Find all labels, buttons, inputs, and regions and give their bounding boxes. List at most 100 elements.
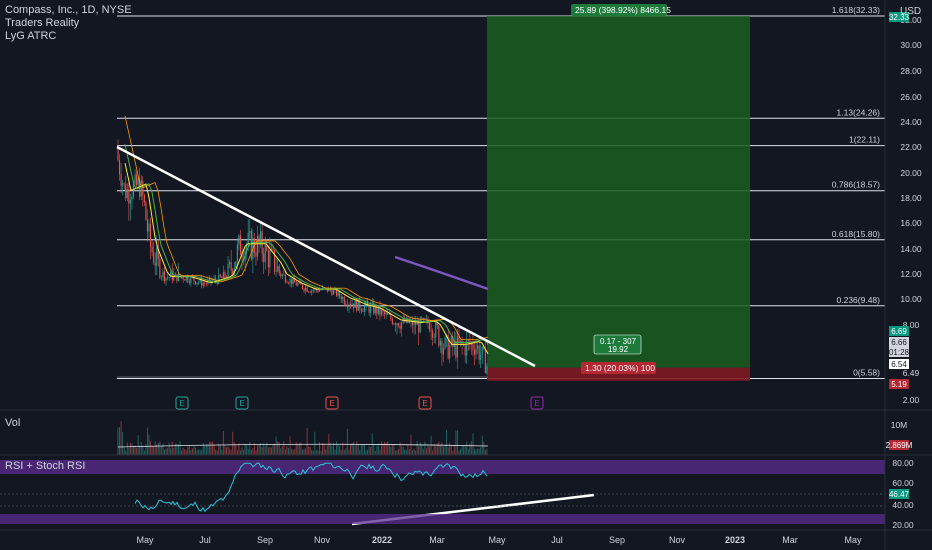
volume-bar xyxy=(314,431,316,455)
candle-body xyxy=(187,276,189,282)
volume-bar xyxy=(415,450,417,455)
volume-tag-box xyxy=(889,440,909,450)
candle-body xyxy=(456,336,458,358)
volume-bar xyxy=(438,441,440,455)
volume-bar xyxy=(289,436,291,455)
volume-bar xyxy=(277,441,279,455)
volume-bar xyxy=(184,449,186,455)
candle-body xyxy=(399,325,401,329)
price-tick: 22.00 xyxy=(900,142,922,152)
volume-bar xyxy=(484,449,486,455)
candle-body xyxy=(380,309,383,315)
candle-body xyxy=(418,321,420,333)
price-tick: 12.00 xyxy=(900,269,922,279)
volume-bar xyxy=(193,445,195,455)
volume-bar xyxy=(274,443,276,455)
candle-body xyxy=(179,274,181,278)
candle-body xyxy=(463,344,465,346)
indicator-traders-reality[interactable]: Traders Reality xyxy=(5,17,80,29)
candle-body xyxy=(436,322,438,326)
candle-body xyxy=(289,278,291,284)
volume-bar xyxy=(329,443,331,455)
symbol-title[interactable]: Compass, Inc., 1D, NYSE xyxy=(5,4,132,16)
volume-bar xyxy=(308,446,310,455)
candle-body xyxy=(396,323,398,326)
earnings-marker-box xyxy=(325,396,339,410)
candle-body xyxy=(303,288,305,291)
volume-bar xyxy=(385,442,387,455)
candle-body xyxy=(165,277,167,282)
candle-body xyxy=(264,244,266,263)
candle-body xyxy=(174,274,176,276)
volume-bar xyxy=(317,450,319,455)
price-tag: 01:28 xyxy=(889,347,910,357)
price-tag-box xyxy=(889,379,909,389)
candle-body xyxy=(287,282,290,284)
candle-body xyxy=(227,263,229,279)
volume-bar xyxy=(396,450,398,455)
volume-bar xyxy=(185,450,187,455)
earnings-marker-box xyxy=(235,396,249,410)
candle-body xyxy=(153,252,155,264)
candle-body xyxy=(419,317,421,333)
volume-bar xyxy=(421,444,423,455)
volume-bar xyxy=(283,441,285,455)
candle-body xyxy=(150,223,152,248)
candle-body xyxy=(349,304,352,306)
volume-bar xyxy=(261,447,263,455)
volume-bar xyxy=(241,447,243,455)
volume-bar xyxy=(382,443,384,455)
rsi-tag-box xyxy=(889,489,909,499)
volume-bar xyxy=(176,443,178,455)
indicator-lyg-atrc[interactable]: LyG ATRC xyxy=(5,30,57,42)
volume-bar xyxy=(298,442,300,455)
candle-body xyxy=(283,274,285,276)
volume-bar xyxy=(343,450,345,455)
candle-body xyxy=(196,282,198,285)
price-tick: 10.00 xyxy=(900,294,922,304)
candle-body xyxy=(246,245,248,251)
volume-bar xyxy=(458,450,460,455)
volume-bar xyxy=(238,443,240,455)
fib-label: 1.618(32.33) xyxy=(832,5,880,15)
volume-bar xyxy=(475,450,477,455)
rsi-pane-label[interactable]: RSI + Stoch RSI xyxy=(5,460,86,472)
candle-body xyxy=(478,345,480,360)
candle-body xyxy=(455,340,457,358)
volume-pane-label[interactable]: Vol xyxy=(5,417,21,429)
price-tag-box xyxy=(889,347,909,357)
earnings-marker: E xyxy=(325,396,339,410)
ma-long xyxy=(394,255,489,291)
candle-body xyxy=(301,284,303,289)
volume-bar xyxy=(151,445,153,455)
volume-bar xyxy=(404,449,406,455)
volume-bar xyxy=(278,442,280,455)
volume-bar xyxy=(379,450,381,455)
time-tick: May xyxy=(488,535,506,545)
volume-bar xyxy=(466,441,468,455)
volume-bar xyxy=(402,446,404,455)
candle-body xyxy=(263,253,265,263)
candle-body xyxy=(429,322,431,331)
candle-body xyxy=(421,317,423,320)
volume-bar xyxy=(198,449,200,455)
volume-bar xyxy=(381,441,382,455)
candle-body xyxy=(394,323,396,326)
candle-body xyxy=(199,278,201,282)
candle-body xyxy=(159,259,161,278)
volume-bar xyxy=(303,449,305,455)
candle-body xyxy=(363,305,365,312)
volume-bar xyxy=(291,448,293,455)
candle-body xyxy=(119,160,121,175)
volume-bar xyxy=(156,444,158,455)
candle-body xyxy=(398,323,400,326)
volume-bar xyxy=(359,449,361,455)
moving-averages xyxy=(124,115,489,355)
candle-body xyxy=(204,282,206,284)
candle-body xyxy=(131,196,133,200)
candle-body xyxy=(128,189,130,204)
volume-bar xyxy=(227,446,229,455)
price-tick: 28.00 xyxy=(900,66,922,76)
